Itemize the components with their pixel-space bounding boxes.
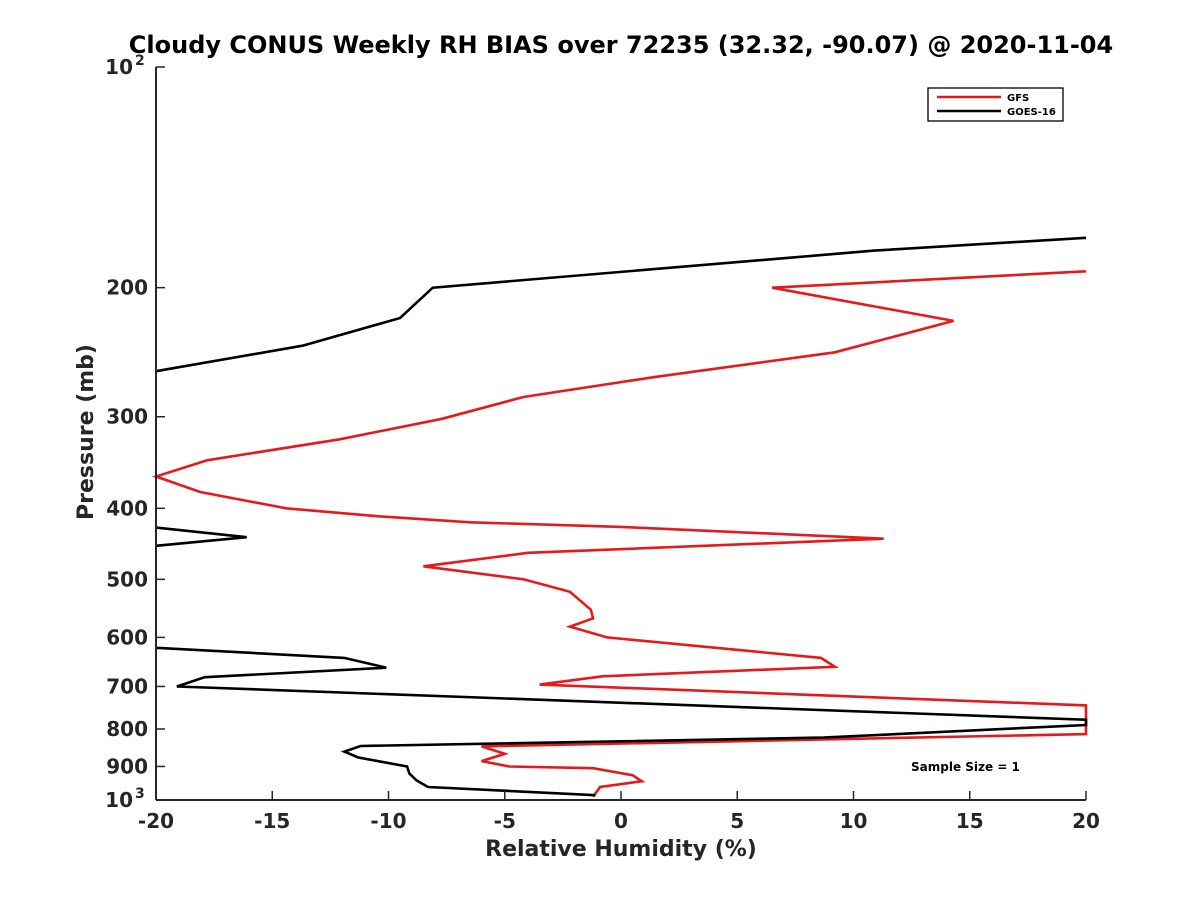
y-tick-label: 700 [106,674,148,698]
x-tick-label: 10 [840,809,868,833]
x-tick-label: 20 [1072,809,1100,833]
y-tick-label: 200 [106,276,148,300]
y-axis-label: Pressure (mb) [74,344,99,520]
x-tick-label: -20 [138,809,174,833]
x-tick-label: -15 [254,809,290,833]
y-tick-label: 900 [106,754,148,778]
chart-title: Cloudy CONUS Weekly RH BIAS over 72235 (… [129,31,1113,59]
series-line-goes-16-seg3 [155,646,1088,797]
y-tick-label: 10 [105,788,133,812]
series-line-goes-16-seg2 [155,526,247,548]
y-tick-label: 800 [106,717,148,741]
x-tick-label: 5 [730,809,744,833]
legend-box [927,87,1064,122]
series-line-goes-16-seg1 [155,236,1087,373]
y-tick-label: 500 [106,567,148,591]
legend-goes-label: GOES-16 [1007,107,1056,118]
x-axis-label: Relative Humidity (%) [485,837,757,862]
y-tick-label: 10 [105,55,133,79]
x-tick-label: 15 [956,809,984,833]
y-tick-label: 600 [106,625,148,649]
sample-size-annotation: Sample Size = 1 [911,760,1020,774]
x-tick-label: -5 [494,809,516,833]
y-tick-exponent: 2 [135,53,145,69]
series-line-gfs [151,270,1088,798]
legend-gfs-label: GFS [1007,93,1029,104]
y-tick-label: 300 [106,405,148,429]
x-tick-label: -10 [370,809,406,833]
x-tick-label: 0 [614,809,628,833]
plot-area [151,236,1088,798]
y-tick-label: 400 [106,496,148,520]
y-tick-exponent: 3 [135,786,145,802]
legend: GFS GOES-16 [927,87,1064,122]
